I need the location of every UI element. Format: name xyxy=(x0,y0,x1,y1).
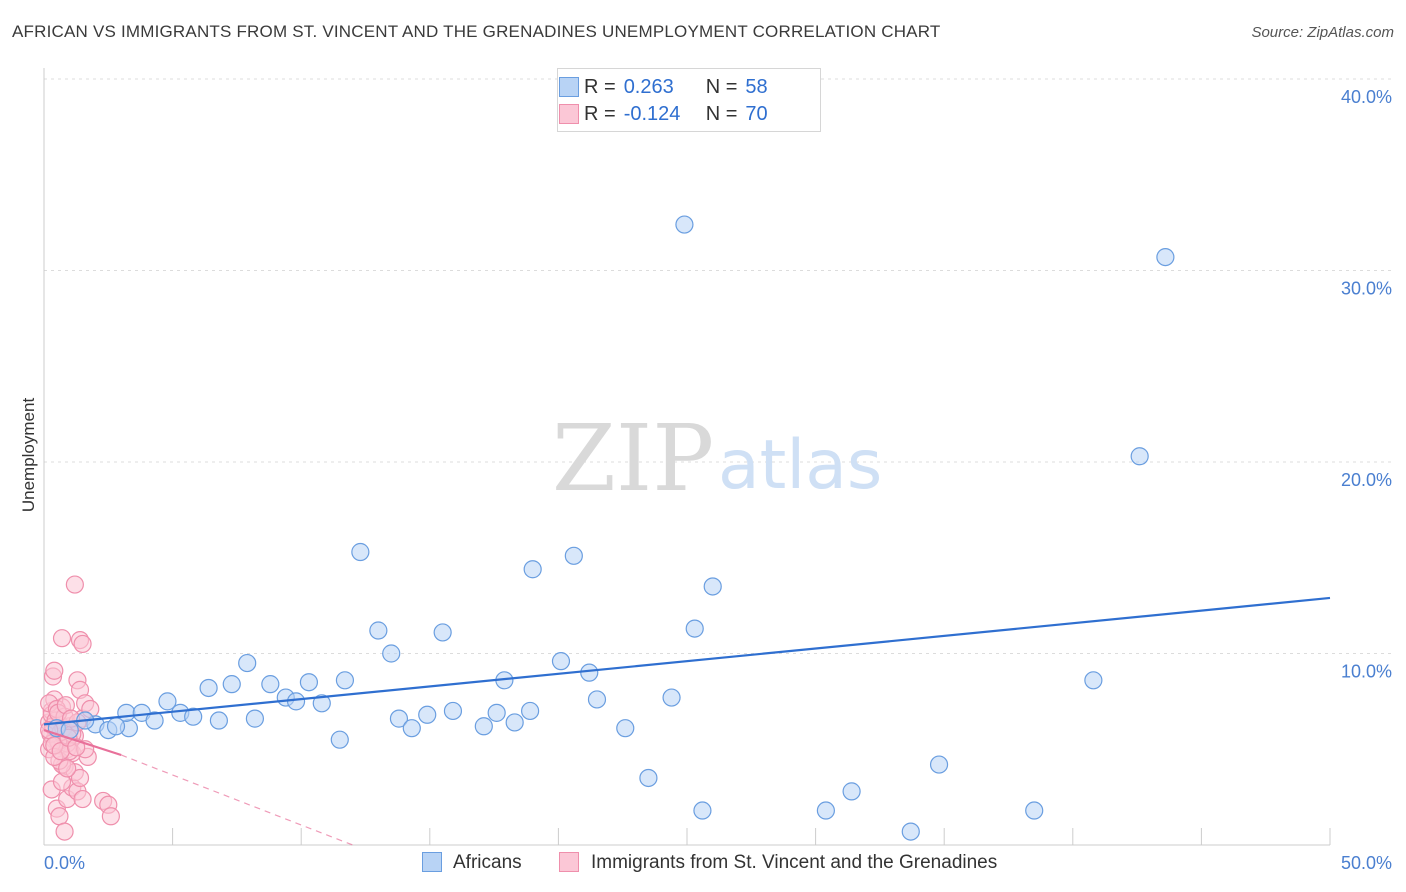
data-point xyxy=(70,768,90,788)
data-point xyxy=(106,717,126,736)
data-point xyxy=(474,717,493,736)
bottom-legend-label-africans: Africans xyxy=(453,852,522,873)
source-label: Source: ZipAtlas.com xyxy=(1251,24,1394,41)
data-point xyxy=(564,546,583,565)
data-point xyxy=(67,738,86,757)
data-point xyxy=(45,661,64,680)
data-point xyxy=(209,711,228,730)
series-africans-points xyxy=(47,215,1175,841)
trend-line-immigrants xyxy=(43,729,122,757)
data-point xyxy=(662,688,681,707)
trend-lines xyxy=(43,596,1331,846)
data-point xyxy=(335,671,355,690)
legend-r-label: R = xyxy=(584,75,616,98)
data-point xyxy=(145,711,164,730)
data-point xyxy=(50,807,69,826)
legend-swatch-immigrants xyxy=(559,104,579,124)
data-point xyxy=(199,678,218,698)
watermark-atlas: atlas xyxy=(718,426,882,505)
legend-r-value: 0.263 xyxy=(623,75,674,98)
data-point xyxy=(222,675,241,694)
series-immigrants-points xyxy=(40,575,120,841)
y-tick-label: 40.0% xyxy=(1341,87,1392,107)
data-point xyxy=(389,709,409,728)
data-point xyxy=(693,801,712,820)
watermark-zip: ZIP xyxy=(552,405,714,512)
data-point xyxy=(158,692,177,711)
data-point xyxy=(65,575,84,594)
data-point xyxy=(521,701,540,721)
data-point xyxy=(382,644,401,663)
data-point xyxy=(703,577,722,596)
data-point xyxy=(1084,671,1103,690)
x-tick-min: 0.0% xyxy=(44,853,85,873)
data-point xyxy=(101,807,120,826)
data-point xyxy=(639,768,658,788)
legend-r-value: -0.124 xyxy=(623,102,681,125)
legend-n-label: N = xyxy=(705,75,738,98)
data-point xyxy=(685,619,704,638)
data-point xyxy=(505,713,524,732)
x-tick-max: 50.0% xyxy=(1341,853,1392,873)
data-point xyxy=(842,782,861,801)
legend-r-label: R = xyxy=(584,102,616,125)
data-point xyxy=(1130,447,1149,466)
watermark: ZIP atlas xyxy=(552,405,882,512)
legend-n-label: N = xyxy=(705,102,738,125)
data-point xyxy=(580,663,599,682)
y-tick-label: 20.0% xyxy=(1341,470,1392,490)
y-axis-label: Unemployment xyxy=(19,398,38,513)
trend-line-immigrants-extension xyxy=(120,754,353,846)
data-point xyxy=(551,652,571,671)
data-point xyxy=(901,822,920,841)
data-point xyxy=(929,755,949,774)
data-point xyxy=(369,621,388,640)
data-point xyxy=(616,719,635,738)
data-point xyxy=(433,623,452,642)
data-point xyxy=(523,560,542,579)
bottom-legend-africans: Africans xyxy=(422,852,522,874)
data-point xyxy=(418,705,437,724)
data-point xyxy=(312,694,331,713)
data-point xyxy=(52,629,72,648)
data-point xyxy=(286,692,306,711)
data-point xyxy=(73,789,92,809)
data-point xyxy=(73,634,92,654)
data-point xyxy=(675,215,694,234)
bottom-legend-swatch-immigrants xyxy=(559,852,579,872)
legend-swatch-africans xyxy=(559,77,579,97)
data-point xyxy=(1025,801,1044,820)
data-point xyxy=(487,703,506,722)
gridlines xyxy=(44,78,1392,654)
data-point xyxy=(238,653,257,673)
data-point xyxy=(816,801,835,820)
data-point xyxy=(402,719,421,738)
data-point xyxy=(261,675,280,694)
data-point xyxy=(351,542,370,562)
y-tick-labels: 10.0% 20.0% 30.0% 40.0% xyxy=(1341,87,1392,682)
data-point xyxy=(184,707,203,726)
chart-title: AFRICAN VS IMMIGRANTS FROM ST. VINCENT A… xyxy=(12,22,941,41)
bottom-legend-swatch-africans xyxy=(422,852,442,872)
data-point xyxy=(245,709,265,728)
data-point xyxy=(58,759,77,778)
legend-row-immigrants: R = -0.124 N = 70 xyxy=(559,101,768,127)
legend-row-africans: R = 0.263 N = 58 xyxy=(559,74,768,100)
data-point xyxy=(443,701,463,721)
y-tick-label: 10.0% xyxy=(1341,662,1392,682)
trend-line-africans xyxy=(43,596,1331,726)
data-point xyxy=(587,690,607,709)
data-point xyxy=(55,822,74,841)
bottom-legend-immigrants: Immigrants from St. Vincent and the Gren… xyxy=(559,852,997,874)
legend-n-value: 58 xyxy=(745,75,768,98)
bottom-legend-label-immigrants: Immigrants from St. Vincent and the Gren… xyxy=(591,852,998,873)
legend-n-value: 70 xyxy=(745,102,768,125)
data-point xyxy=(330,730,349,749)
data-point xyxy=(1156,247,1175,267)
data-point xyxy=(299,673,319,692)
y-tick-label: 30.0% xyxy=(1341,279,1392,299)
correlation-legend: R = 0.263 N = 58 R = -0.124 N = 70 xyxy=(557,68,821,132)
